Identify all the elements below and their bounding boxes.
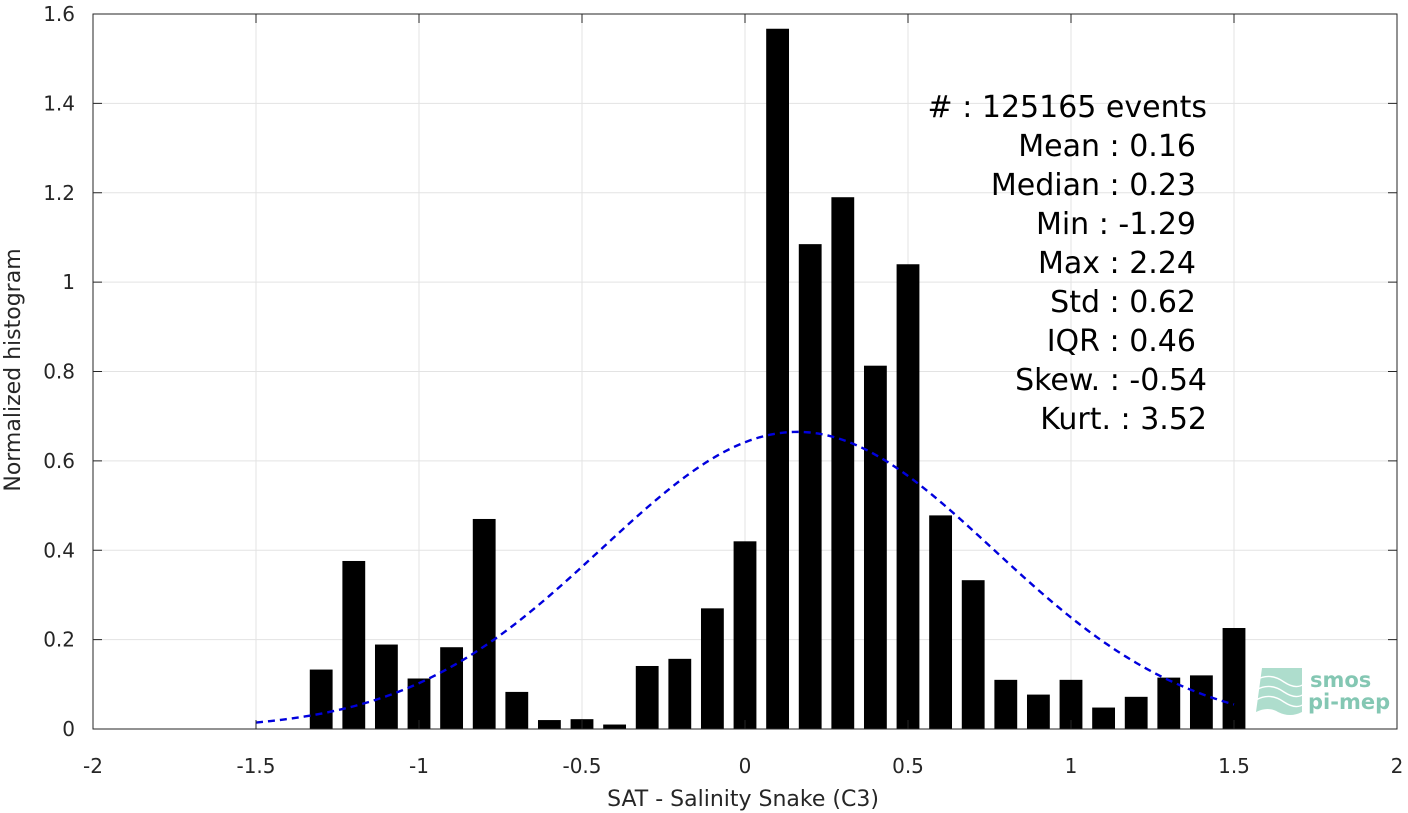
histogram-bar	[929, 515, 953, 729]
histogram-bar	[1059, 679, 1083, 729]
histogram-bar	[374, 644, 398, 729]
x-tick-label: 1.5	[1218, 754, 1250, 778]
histogram-bar	[798, 244, 822, 729]
x-axis-label: SAT - Salinity Snake (C3)	[607, 787, 879, 812]
histogram-bar	[342, 560, 366, 729]
y-tick-label: 0.2	[43, 628, 75, 652]
histogram-bar	[1157, 677, 1181, 729]
histogram-bar	[733, 541, 757, 729]
logo-text-smos: smos	[1310, 668, 1371, 692]
histogram-bar	[603, 724, 627, 729]
histogram-bar	[309, 669, 333, 729]
smos-pimep-logo: smos pi-mep	[1255, 668, 1390, 715]
histogram-bar	[1092, 707, 1116, 729]
histogram-bar	[831, 197, 855, 729]
stats-line: Min : -1.29	[1036, 207, 1196, 242]
y-tick-labels: 0 0.2 0.4 0.6 0.8 1 1.2 1.4 1.6	[43, 2, 75, 741]
histogram-bar	[766, 28, 790, 729]
histogram-bars	[309, 28, 1246, 729]
histogram-bar	[1124, 696, 1148, 729]
x-tick-label: 0.5	[892, 754, 924, 778]
histogram-bar	[407, 678, 431, 729]
stats-line: # : 125165 events	[928, 90, 1207, 125]
logo-text-pimep: pi-mep	[1308, 690, 1390, 714]
histogram-bar	[440, 647, 464, 729]
histogram-bar	[472, 518, 496, 729]
x-tick-labels: -2 -1.5 -1 -0.5 0 0.5 1 1.5 2	[83, 754, 1403, 778]
y-tick-label: 1.2	[43, 181, 75, 205]
histogram-bar	[961, 580, 985, 729]
histogram-bar	[994, 679, 1018, 729]
histogram-bar	[1222, 628, 1246, 729]
y-tick-label: 1	[62, 270, 75, 294]
y-tick-label: 1.4	[43, 91, 75, 115]
histogram-bar	[896, 264, 920, 729]
stats-line: Kurt. : 3.52	[1040, 402, 1207, 437]
stats-line: IQR : 0.46	[1047, 324, 1196, 359]
x-tick-label: -1.5	[236, 754, 275, 778]
x-tick-label: -2	[83, 754, 103, 778]
y-tick-label: 0.6	[43, 449, 75, 473]
stats-line: Mean : 0.16	[1018, 129, 1196, 164]
histogram-bar	[1189, 675, 1213, 729]
y-tick-label: 0.8	[43, 360, 75, 384]
stats-line: Std : 0.62	[1050, 285, 1196, 320]
statistics-annotation: # : 125165 events Mean : 0.16 Median : 0.2…	[928, 90, 1207, 437]
x-tick-label: 1	[1065, 754, 1078, 778]
logo-wave-icon	[1255, 668, 1305, 715]
x-tick-label: -0.5	[562, 754, 601, 778]
histogram-bar	[505, 691, 529, 729]
normal-fit-line	[255, 430, 1235, 724]
stats-line: Max : 2.24	[1038, 246, 1196, 281]
normal-fit-curve	[255, 430, 1235, 724]
y-tick-label: 0	[62, 717, 75, 741]
stats-line: Skew. : -0.54	[1015, 363, 1207, 398]
y-tick-label: 0.4	[43, 538, 75, 562]
histogram-bar	[1026, 694, 1050, 729]
histogram-bar	[863, 365, 887, 729]
histogram-bar	[635, 665, 659, 729]
histogram-bar	[537, 720, 561, 729]
x-tick-label: -1	[409, 754, 429, 778]
x-tick-label: 0	[739, 754, 752, 778]
x-tick-label: 2	[1391, 754, 1404, 778]
y-tick-label: 1.6	[43, 2, 75, 26]
histogram-bar	[668, 658, 692, 729]
histogram-bar	[700, 608, 724, 729]
y-axis-label: Normalized histogram	[1, 248, 26, 491]
axes	[92, 13, 1398, 730]
stats-line: Median : 0.23	[991, 168, 1196, 203]
